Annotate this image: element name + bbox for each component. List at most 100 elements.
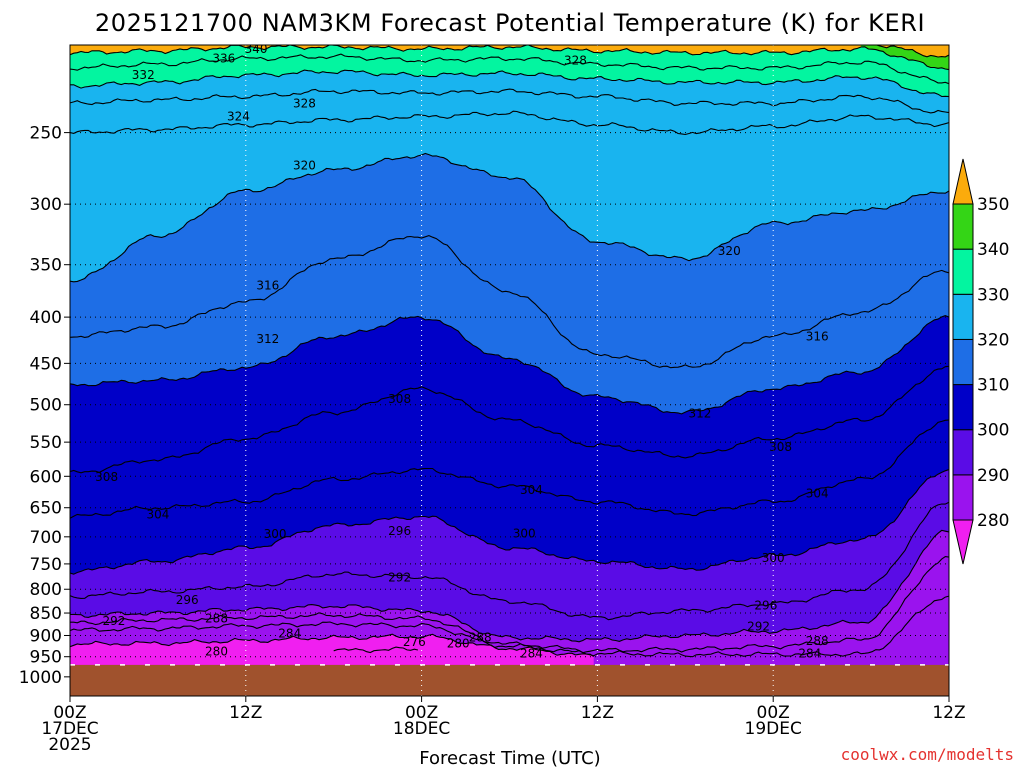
colorbar-label: 310 [977,376,1009,396]
colorbar-label: 280 [977,511,1009,531]
y-tick-label: 250 [30,124,62,144]
isentrope-288 [70,556,949,654]
y-tick-label: 1000 [19,668,62,688]
contour-label: 328 [293,96,316,110]
contour-label: 296 [176,593,199,607]
isentrope-304 [70,419,949,519]
contour-label: 292 [747,620,770,634]
x-tick-label: 12Z [581,703,614,723]
contour-label: 308 [769,440,792,454]
colorbar-segment [952,293,974,340]
contour-label: 280 [205,644,228,658]
theta-fill-layers [70,45,949,696]
isentrope-344 [875,45,949,58]
ground-band [70,664,949,696]
isentrope-lines [70,45,949,658]
isentrope-324 [70,110,949,136]
grid-lines [70,45,949,696]
y-tick-label: 750 [30,555,62,575]
contour-label: 312 [688,406,711,420]
contour-label: 316 [256,278,279,292]
isentrope-332 [70,69,949,98]
isentrope-296 [70,501,949,621]
contour-label: 288 [469,631,492,645]
x-axis-label: Forecast Time (UTC) [419,748,600,768]
y-tick-label: 350 [30,256,62,276]
contour-label: 288 [205,612,228,626]
contour-label: 284 [520,646,543,660]
x-tick-label: 00Z [405,703,438,723]
y-tick-label: 950 [30,648,62,668]
contour-label: 336 [212,52,235,66]
contour-label: 308 [388,392,411,406]
isentrope-320 [70,152,949,283]
colorbar-segment [952,384,974,431]
contour-label: 308 [95,470,118,484]
x-tick-label: 12Z [932,703,965,723]
contour-label: 300 [264,527,287,541]
isentrope-308 [70,365,949,474]
contour-label: 292 [102,614,125,628]
isentrope-316 [70,235,949,369]
colorbar-segment [952,248,974,295]
y-tick-label: 850 [30,604,62,624]
colorbar-segment [952,203,974,250]
contour-label: 320 [718,244,741,258]
y-tick-label: 900 [30,626,62,646]
y-tick-label: 700 [30,528,62,548]
colorbar-segment [952,338,974,386]
colorbar-segment [952,429,974,476]
contour-label: 304 [146,507,169,521]
y-tick-label: 450 [30,354,62,374]
colorbar-label: 320 [977,330,1009,350]
contour-label: 296 [388,524,411,538]
isentrope-340 [70,45,949,71]
contour-label: 320 [293,159,316,173]
plot-frame [69,44,950,697]
colorbar-segment [952,474,974,521]
x-tick-label: 00Z [53,703,86,723]
chart-title: 2025121700 NAM3KM Forecast Potential Tem… [95,9,925,37]
contour-label: 280 [447,636,470,650]
contour-label: 312 [256,332,279,346]
y-tick-label: 300 [30,195,62,215]
contour-label: 276 [403,635,426,649]
y-axis: 2503003504004505005506006507007508008509… [19,124,70,688]
ground-fill [70,664,949,696]
y-tick-label: 550 [30,433,62,453]
y-tick-label: 800 [30,580,62,600]
isentrope-328 [70,88,949,114]
colorbar-label: 290 [977,466,1009,486]
contour-label: 324 [227,110,250,124]
contour-label: 296 [754,599,777,613]
contour-label: 288 [806,634,829,648]
y-tick-label: 600 [30,467,62,487]
x-tick-label: 2025 [48,735,91,755]
colorbar-label: 340 [977,240,1009,260]
isentrope-292 [70,529,949,643]
isentrope-336 [70,53,949,85]
contour-label: 316 [806,329,829,343]
isentrope-300 [70,468,949,575]
isentrope-284 [70,595,949,658]
contour-label: 332 [132,68,155,82]
colorbar-low-arrow [952,519,974,565]
contour-label: 292 [388,570,411,584]
x-tick-label: 12Z [229,703,262,723]
credit-text[interactable]: coolwx.com/modelts [841,745,1014,764]
isentrope-280 [70,633,595,658]
colorbar-high-arrow [952,158,974,205]
colorbar-label: 300 [977,421,1009,441]
contour-label: 304 [520,483,543,497]
contour-label: 300 [513,526,536,540]
colorbar-label: 350 [977,195,1009,215]
contour-label: 300 [762,551,785,565]
isentrope-276 [333,646,419,654]
contour-label: 284 [278,627,301,641]
y-tick-label: 650 [30,499,62,519]
contour-label: 328 [564,53,587,67]
colorbar: 280 290 300 310 320 330 340 350 [952,158,1009,565]
y-tick-label: 500 [30,396,62,416]
